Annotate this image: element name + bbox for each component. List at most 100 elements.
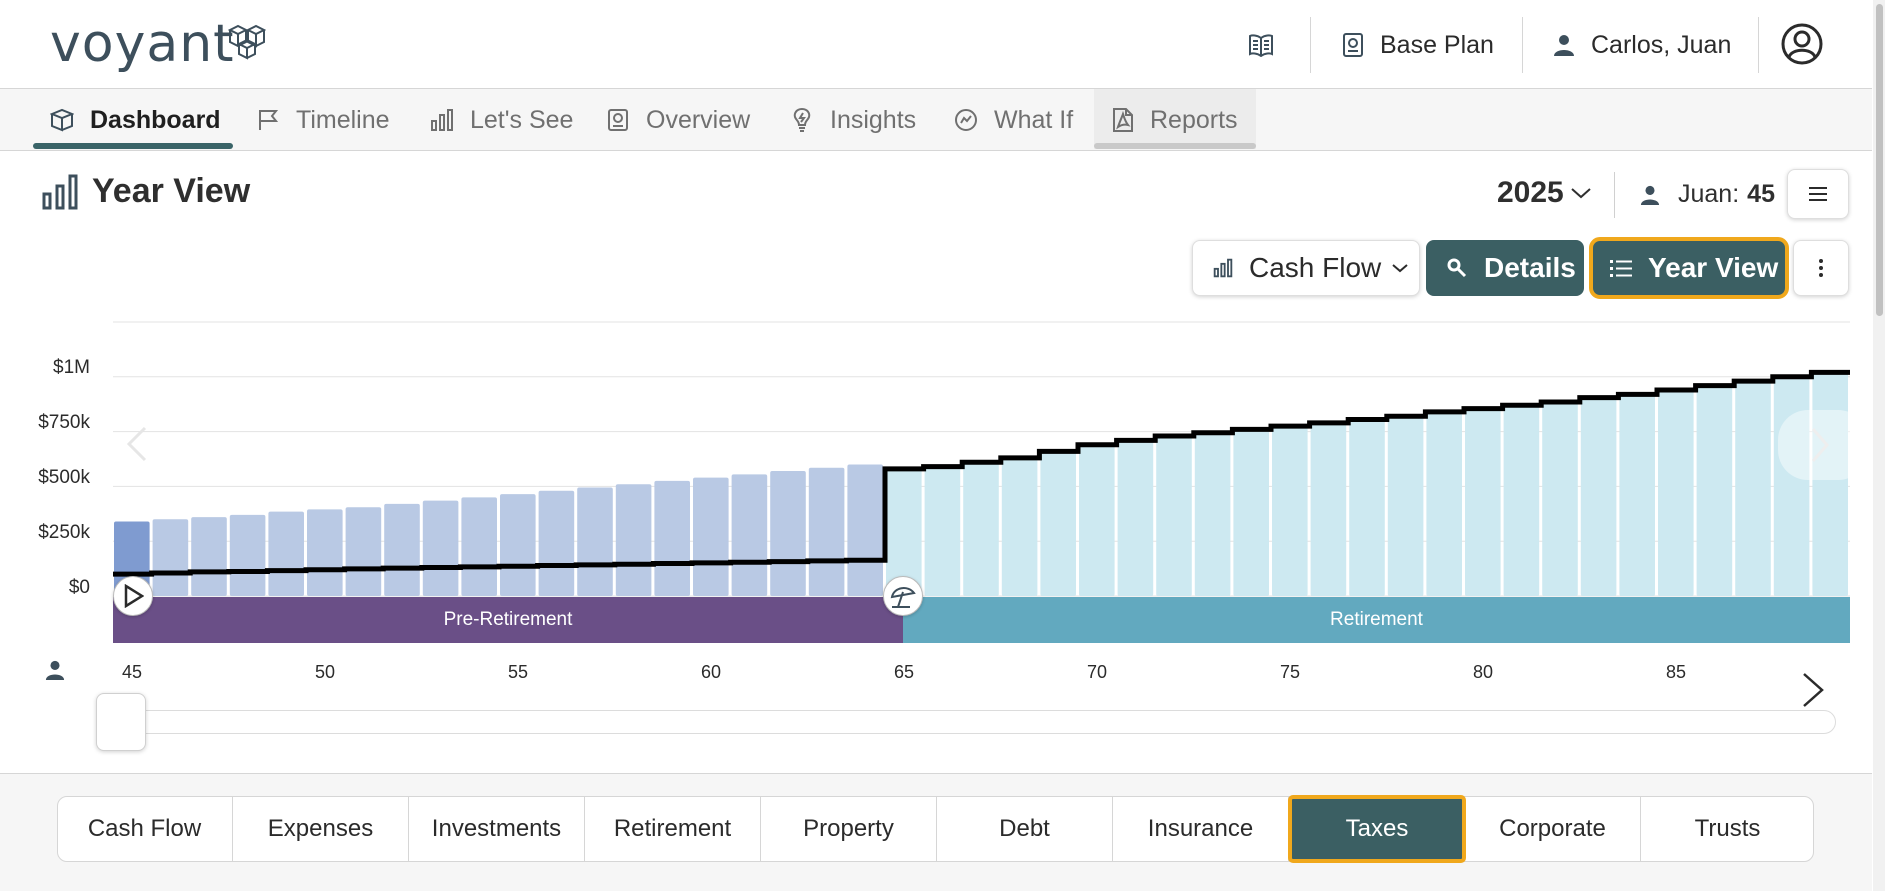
age-slider-thumb[interactable]	[96, 693, 146, 751]
book-icon	[1249, 34, 1273, 57]
chart-bar[interactable]	[770, 471, 806, 596]
chart-bar[interactable]	[1503, 405, 1540, 596]
chart-bar[interactable]	[886, 468, 922, 596]
chart-bar[interactable]	[1812, 372, 1848, 596]
plan-selector[interactable]: Base Plan	[1342, 28, 1494, 62]
chart-bar[interactable]	[654, 480, 690, 596]
account-button[interactable]	[1780, 22, 1840, 66]
chart-bar[interactable]	[1465, 408, 1501, 596]
search-icon	[1447, 258, 1467, 278]
hamburger-menu-button[interactable]	[1787, 169, 1849, 219]
category-tab-cash-flow[interactable]: Cash Flow	[57, 796, 233, 862]
header-divider	[1522, 17, 1523, 73]
tab-lets-see[interactable]: Let's See	[430, 89, 573, 151]
chart-bar[interactable]	[577, 487, 613, 596]
category-tab-label: Debt	[999, 815, 1050, 842]
tab-reports[interactable]: Reports	[1112, 89, 1238, 151]
chart-bar[interactable]	[1272, 426, 1308, 596]
category-tab-expenses[interactable]: Expenses	[233, 796, 409, 862]
chart-bar[interactable]	[1735, 381, 1771, 596]
category-tab-corporate[interactable]: Corporate	[1465, 796, 1641, 862]
chart-bar[interactable]	[847, 464, 883, 596]
tab-label: Let's See	[470, 105, 574, 134]
tab-dashboard[interactable]: Dashboard	[50, 89, 221, 151]
year-view-button[interactable]: Year View	[1589, 237, 1789, 299]
chevron-right-icon	[1803, 673, 1824, 707]
chart-bar[interactable]	[1619, 394, 1655, 596]
chart-bar[interactable]	[693, 477, 729, 596]
category-tab-retirement[interactable]: Retirement	[585, 796, 761, 862]
overview-icon	[608, 109, 628, 131]
category-tab-label: Trusts	[1694, 815, 1761, 842]
chart-bar[interactable]	[1194, 432, 1231, 596]
category-tab-label: Cash Flow	[87, 815, 202, 842]
age-tick-label: 55	[507, 662, 529, 682]
chevron-left-icon	[126, 426, 147, 462]
chart-bar[interactable]	[345, 507, 382, 596]
chart-bar[interactable]	[1773, 376, 1810, 596]
chart-bar[interactable]	[808, 467, 845, 596]
chart-bar[interactable]	[924, 466, 961, 596]
chart-bar[interactable]	[1001, 457, 1038, 596]
header-divider	[1758, 17, 1759, 73]
chart-bar[interactable]	[307, 509, 343, 596]
chart-bar[interactable]	[538, 490, 575, 596]
chart-bar[interactable]	[229, 514, 266, 596]
chart-bar[interactable]	[191, 517, 227, 596]
category-tab-insurance[interactable]: Insurance	[1113, 796, 1289, 862]
play-button[interactable]	[113, 576, 153, 616]
age-slider-track[interactable]	[118, 710, 1836, 734]
chart-bar[interactable]	[963, 462, 999, 596]
voyant-logo[interactable]: voyant	[50, 14, 235, 74]
chart-bar[interactable]	[1387, 416, 1424, 596]
chart-bar[interactable]	[1117, 440, 1154, 596]
client-selector[interactable]: Carlos, Juan	[1553, 28, 1731, 62]
chart-bar[interactable]	[268, 511, 304, 596]
plan-icon	[1343, 33, 1363, 57]
chart-bar[interactable]	[1040, 451, 1076, 596]
chart-bar[interactable]	[422, 500, 459, 596]
cash-flow-dropdown[interactable]: Cash Flow	[1192, 240, 1420, 296]
year-selector[interactable]: 2025	[1497, 176, 1592, 210]
chart-step-line	[113, 369, 1850, 577]
chart-bar[interactable]	[1658, 389, 1694, 596]
chart-bar[interactable]	[1310, 422, 1347, 596]
chevron-right-icon	[1811, 428, 1829, 462]
chart-next-overlay-button[interactable]	[1778, 410, 1868, 480]
chart-bar[interactable]	[615, 484, 652, 596]
chart-bar[interactable]	[384, 503, 420, 596]
tab-timeline[interactable]: Timeline	[256, 89, 390, 151]
category-tab-taxes[interactable]: Taxes	[1288, 795, 1466, 863]
chart-bar[interactable]	[731, 474, 768, 596]
phase-label: Retirement	[1330, 609, 1423, 630]
chart-bar[interactable]	[500, 494, 536, 596]
tab-insights[interactable]: Insights	[790, 89, 916, 151]
chart-bar[interactable]	[1426, 411, 1462, 596]
chart-bar[interactable]	[1542, 402, 1578, 596]
chart-bar[interactable]	[1696, 385, 1733, 596]
details-button[interactable]: Details	[1426, 240, 1584, 296]
tab-what-if[interactable]: What If	[954, 89, 1073, 151]
tab-overview[interactable]: Overview	[606, 89, 750, 151]
more-options-button[interactable]	[1793, 240, 1849, 296]
page-scrollbar-thumb[interactable]	[1876, 4, 1883, 316]
chart-bar[interactable]	[1233, 429, 1269, 596]
chart-bar[interactable]	[1156, 435, 1192, 596]
top-header: voyant Base Plan Carlos, Juan	[0, 0, 1872, 89]
play-icon	[124, 584, 144, 608]
chart-bar[interactable]	[152, 519, 189, 596]
dashboard-icon	[50, 108, 74, 132]
category-tab-debt[interactable]: Debt	[937, 796, 1113, 862]
category-tab-trusts[interactable]: Trusts	[1641, 796, 1814, 862]
chart-bar[interactable]	[461, 497, 497, 596]
chart-prev-button[interactable]	[125, 425, 149, 468]
guide-book-button[interactable]	[1248, 28, 1290, 62]
category-tab-investments[interactable]: Investments	[409, 796, 585, 862]
chart-bar[interactable]	[1349, 419, 1385, 596]
category-tab-group	[57, 796, 1814, 862]
category-tab-property[interactable]: Property	[761, 796, 937, 862]
chart-bar[interactable]	[1079, 444, 1115, 596]
retirement-marker[interactable]	[883, 576, 923, 616]
timeline-next-button[interactable]	[1800, 670, 1826, 715]
chart-bar[interactable]	[1580, 397, 1617, 596]
